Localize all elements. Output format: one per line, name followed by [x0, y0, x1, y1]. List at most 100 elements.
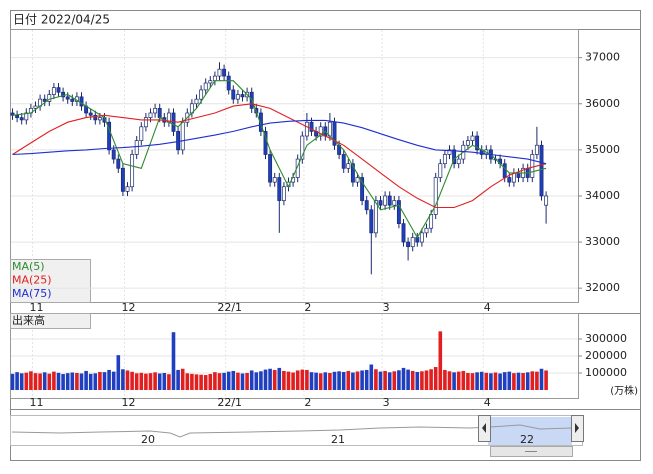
volume-bar [61, 374, 65, 390]
volume-bar [420, 371, 424, 390]
volume-bar [291, 372, 295, 390]
candle-body [139, 126, 144, 141]
volume-bar [341, 371, 346, 390]
candle-body [429, 214, 434, 229]
volume-bar [208, 374, 213, 390]
volume-bar [415, 371, 420, 390]
volume-bar [525, 372, 530, 390]
volume-bar [479, 371, 484, 390]
candle-body [212, 75, 217, 82]
volume-bar [65, 373, 70, 390]
volume-bar [180, 368, 185, 390]
candle-body [222, 68, 227, 77]
candle-body [157, 108, 162, 118]
volume-bar [318, 373, 323, 390]
volume-unit: (万株) [610, 384, 638, 397]
volume-bar [282, 370, 286, 390]
candle-body [369, 209, 374, 234]
candle-body [120, 167, 125, 192]
navigator-window[interactable] [488, 417, 572, 445]
candle-body [97, 117, 102, 121]
volume-bar [456, 371, 461, 390]
candle-body [116, 158, 121, 169]
volume-bar [139, 372, 144, 390]
volume-bar [98, 371, 102, 390]
volume-label: 出来高 [12, 313, 45, 327]
candle-body [507, 177, 512, 183]
volume-bar [378, 371, 383, 390]
volume-bar [70, 372, 75, 390]
y-tick-label: 37000 [585, 51, 620, 64]
candle-body [406, 241, 411, 248]
candle-body [475, 135, 480, 151]
volume-bar [447, 371, 452, 390]
candle-body [65, 96, 70, 100]
volume-bar [185, 373, 190, 390]
candle-body [433, 177, 438, 215]
volume-bar [502, 372, 507, 390]
legend-box [10, 259, 91, 303]
volume-bar [429, 369, 433, 390]
candle-body [153, 108, 158, 114]
volume-bar [443, 369, 447, 390]
navigator-label: 21 [331, 433, 345, 446]
candle-body [341, 154, 346, 169]
candle-body [79, 96, 84, 107]
candle-body [318, 126, 323, 137]
candle-body [419, 232, 424, 243]
volume-bar [15, 372, 19, 390]
legend-entry: MA(25) [12, 274, 52, 287]
volume-bar [190, 373, 194, 390]
volume-bar [521, 373, 525, 390]
volume-bar [194, 374, 199, 390]
candle-body [401, 223, 406, 243]
volume-bar [116, 355, 121, 390]
candle-body [208, 80, 213, 84]
x-tick-label: 12 [122, 396, 136, 409]
volume-bar [277, 367, 282, 390]
volume-bar [199, 374, 203, 390]
candle-body [70, 98, 75, 102]
x-tick-label: 11 [30, 396, 44, 409]
volume-bar [125, 370, 130, 390]
candle-body [355, 177, 360, 183]
volume-bar [33, 373, 38, 390]
y-tick-label: 100000 [585, 366, 627, 379]
volume-bar [309, 372, 314, 390]
volume-bar [259, 371, 263, 390]
volume-bar [231, 370, 236, 390]
volume-bar [272, 369, 277, 390]
volume-bar [328, 373, 332, 390]
candle-body [346, 163, 351, 169]
volume-bar [489, 373, 493, 390]
candle-body [226, 75, 231, 91]
volume-bar [153, 372, 157, 390]
candle-body [125, 186, 130, 192]
candle-body [24, 112, 29, 121]
volume-bar [75, 373, 79, 390]
candle-body [143, 117, 148, 128]
candle-body [272, 177, 277, 183]
candle-body [364, 200, 369, 211]
candle-body [304, 121, 309, 137]
candle-body [88, 112, 93, 116]
volume-bar [351, 372, 355, 390]
candle-body [111, 149, 116, 160]
candle-body [199, 89, 204, 100]
volume-bar [148, 373, 153, 390]
volume-bar [10, 373, 15, 390]
y-tick-label: 300000 [585, 332, 627, 345]
legend-entry: MA(5) [12, 260, 45, 273]
candle-body [51, 87, 56, 95]
volume-bar [88, 373, 93, 390]
volume-bar [466, 373, 470, 390]
volume-bar [47, 373, 52, 390]
volume-bar [461, 370, 466, 390]
y-tick-label: 36000 [585, 97, 620, 110]
ma-line [12, 119, 547, 165]
y-tick-label: 200000 [585, 349, 627, 362]
navigator-label: 22 [520, 433, 534, 446]
candle-body [442, 154, 447, 165]
volume-bar [254, 372, 259, 390]
x-tick-label: 2 [304, 396, 311, 409]
